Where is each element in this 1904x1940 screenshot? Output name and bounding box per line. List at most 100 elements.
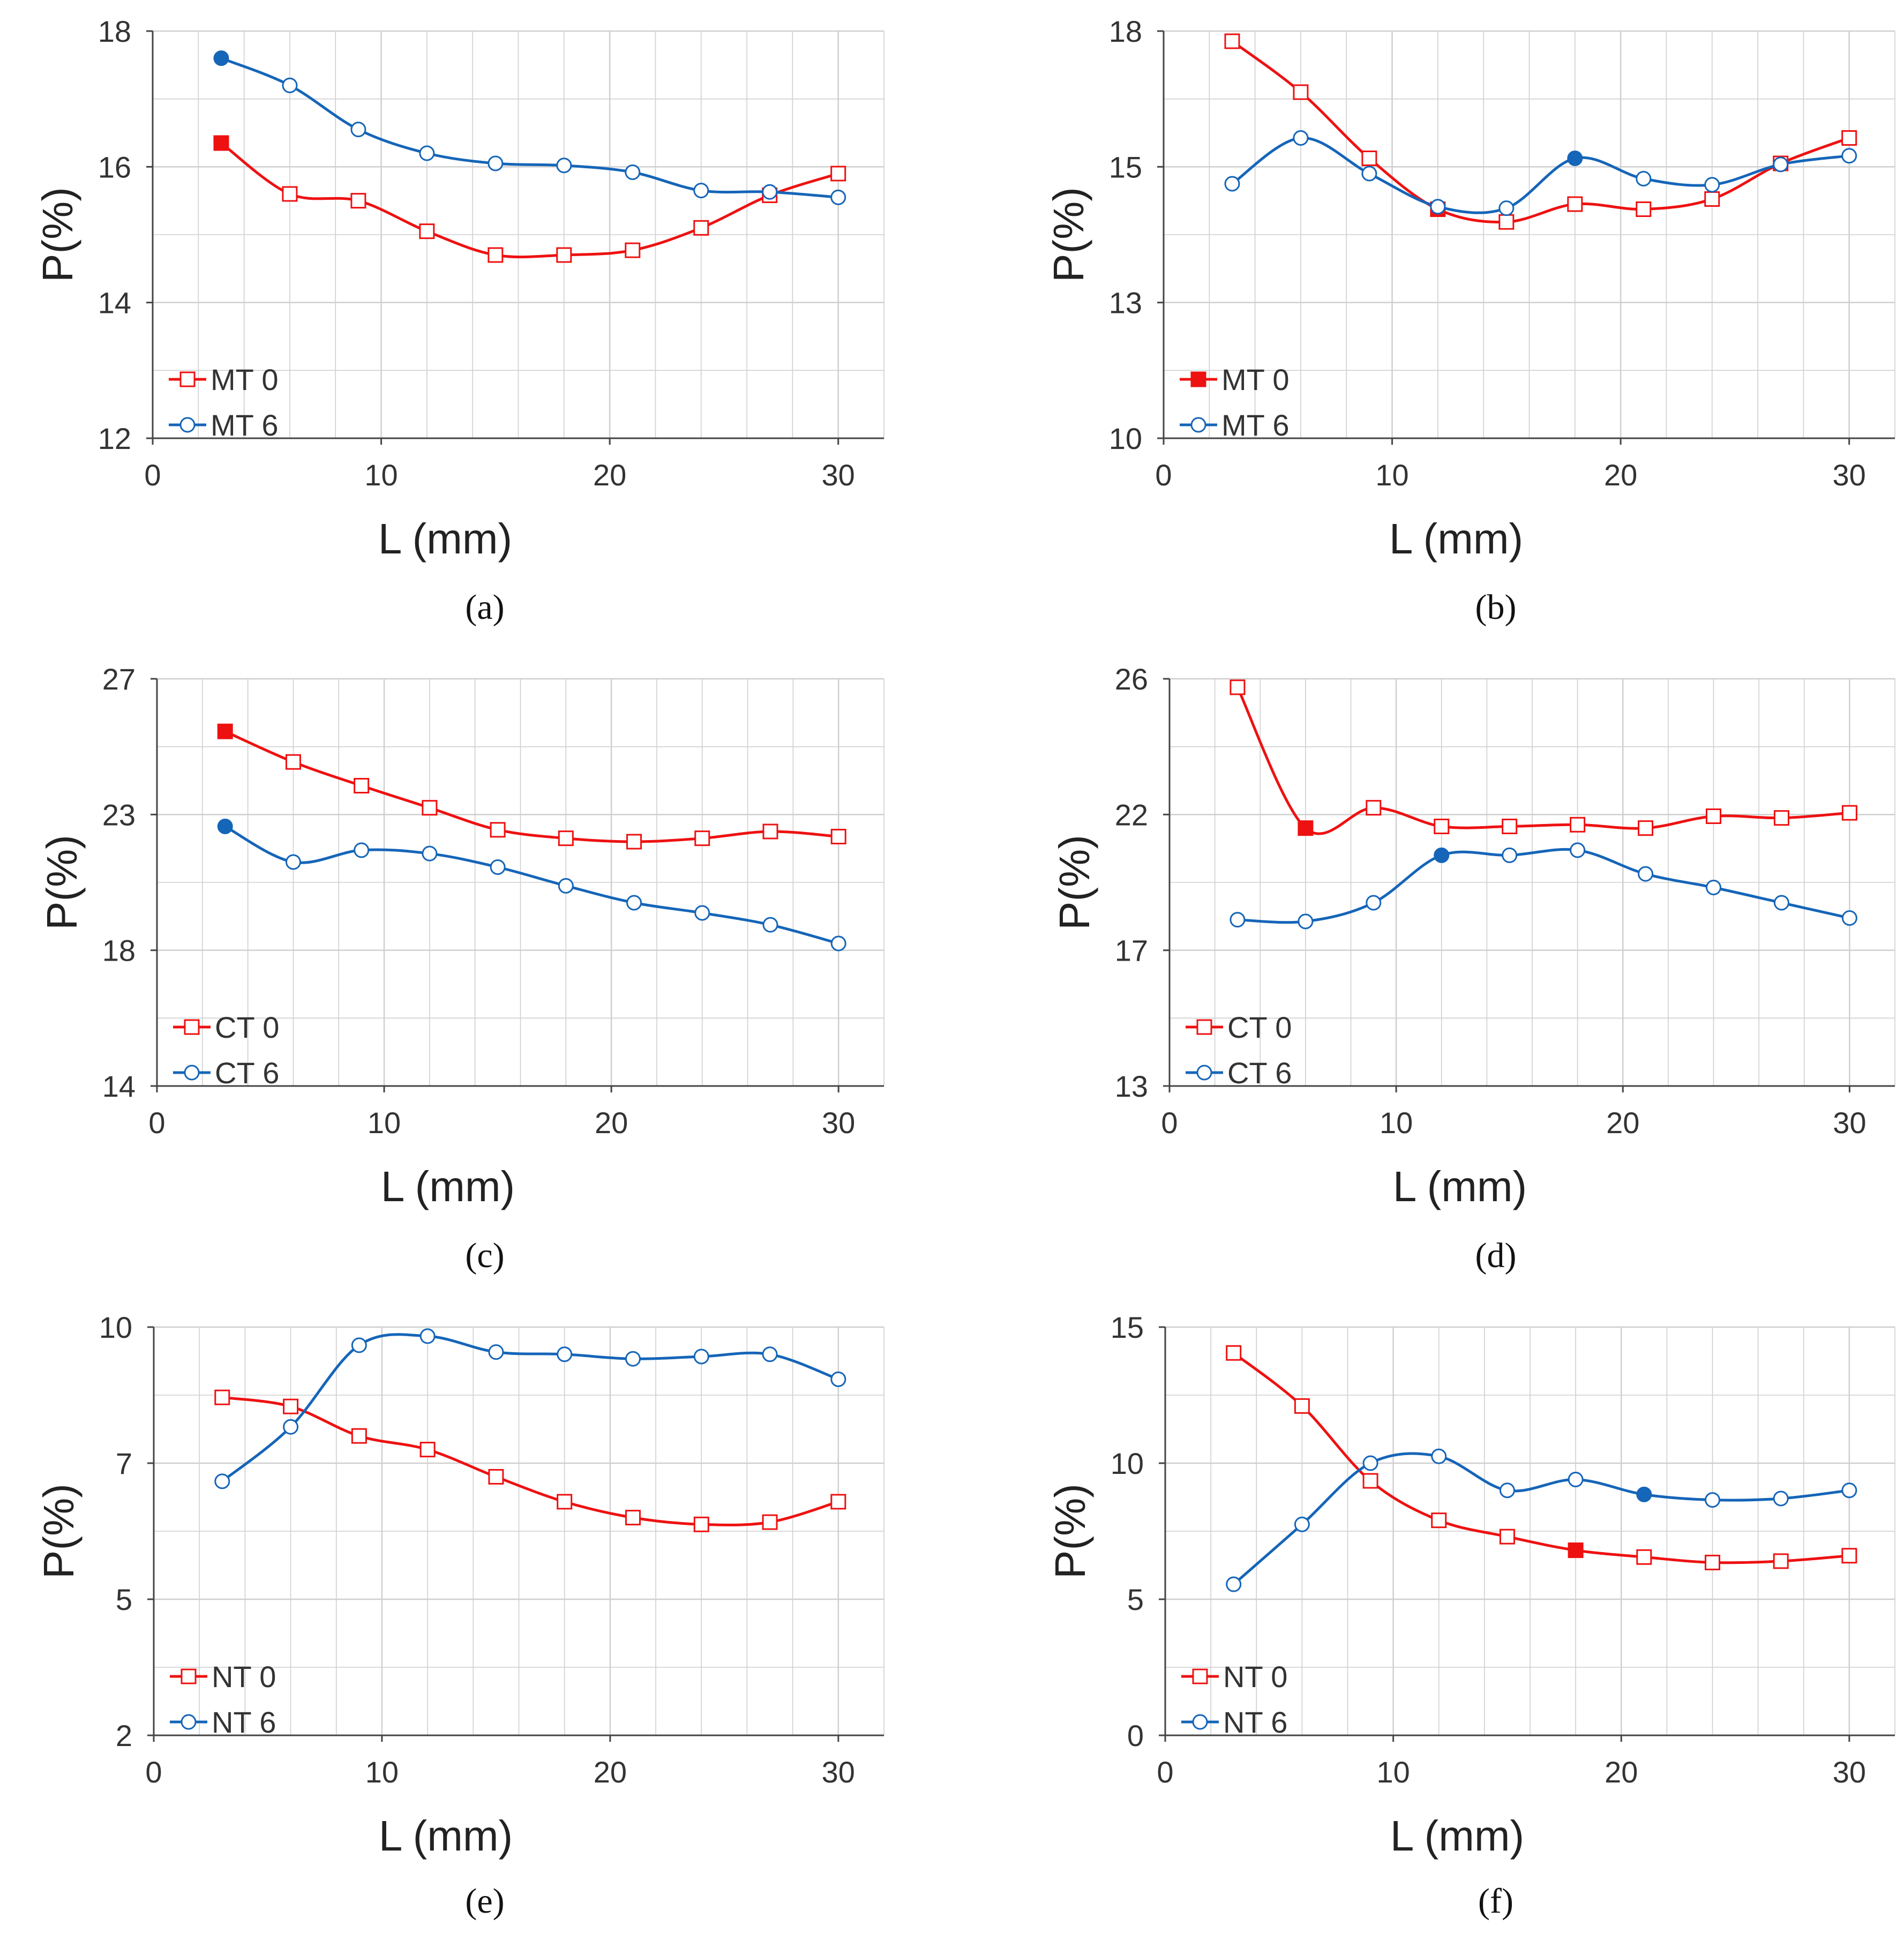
y-tick-label: 15: [1109, 150, 1142, 184]
x-tick-label: 20: [1605, 1755, 1638, 1789]
y-tick-label: 18: [102, 934, 136, 968]
y-axis-title: P(%): [34, 187, 81, 282]
series-line: [1232, 1351, 1851, 1564]
data-point: [1638, 866, 1654, 882]
data-point: [1298, 913, 1314, 930]
y-tick-label: 5: [1127, 1583, 1144, 1616]
y-tick-label: 0: [1127, 1719, 1144, 1752]
x-axis-title: L (mm): [378, 515, 512, 563]
series-line: [1236, 848, 1851, 924]
data-point: [1498, 200, 1515, 216]
data-point: [1499, 1529, 1515, 1545]
legend-entry: CT 6: [173, 1056, 279, 1090]
data-point: [422, 800, 438, 816]
legend-entry: NT 6: [1181, 1705, 1287, 1739]
series-line: [1232, 1452, 1851, 1586]
gridlines: [1170, 678, 1895, 1086]
series-line: [221, 1396, 840, 1526]
data-point: [1773, 1553, 1789, 1569]
chart-panel-b: 10 13 15 18 0 10 20 30 L (mm) P(%) MT 0 MT 6 (b): [1045, 14, 1895, 627]
data-point: [283, 1398, 299, 1414]
data-point: [1498, 214, 1515, 230]
data-point: [1773, 810, 1789, 826]
data-point: [285, 854, 301, 870]
x-axis-title: L (mm): [381, 1163, 515, 1210]
data-point: [1568, 1542, 1584, 1559]
series-line: [1231, 40, 1851, 224]
chart-panel-c: 14 18 23 27 0 10 20 30 L (mm) P(%) CT 0 CT 6 (c): [38, 662, 884, 1275]
legend-label: CT 0: [215, 1010, 279, 1044]
data-point: [830, 189, 846, 205]
data-point: [1502, 847, 1518, 863]
data-point: [1366, 800, 1382, 816]
data-point: [762, 184, 778, 200]
data-point: [419, 1328, 436, 1344]
legend-entry: NT 0: [170, 1660, 276, 1694]
y-tick-label: 18: [1109, 14, 1142, 48]
legend-marker: [181, 1668, 197, 1684]
data-point: [1773, 1490, 1789, 1507]
data-point: [1705, 1554, 1720, 1570]
series-mt-6: [1224, 130, 1857, 216]
data-point: [694, 905, 710, 921]
series-ct-0: [1230, 679, 1857, 836]
x-tick-label: 10: [1380, 1106, 1413, 1140]
x-tick-label: 10: [364, 458, 398, 492]
legend-marker: [181, 1714, 197, 1730]
legend-entry: MT 6: [169, 408, 279, 442]
y-tick-label: 18: [98, 14, 131, 48]
data-point: [490, 859, 506, 875]
data-point: [1638, 820, 1654, 836]
data-point: [488, 247, 504, 263]
gridlines: [157, 678, 884, 1086]
data-point: [488, 1469, 504, 1485]
gridlines: [154, 1326, 884, 1735]
y-tick-label: 10: [1111, 1447, 1144, 1480]
data-point: [1499, 1482, 1515, 1499]
gridlines: [153, 30, 884, 438]
data-point: [557, 1346, 573, 1362]
y-axis-title: P(%): [1051, 835, 1098, 930]
data-point: [1706, 880, 1721, 895]
data-point: [213, 50, 229, 66]
data-point: [1224, 33, 1240, 49]
data-point: [419, 1442, 436, 1458]
data-point: [625, 242, 641, 258]
y-tick-label: 5: [116, 1583, 132, 1616]
data-point: [830, 1494, 846, 1510]
legend-label: CT 6: [215, 1056, 279, 1090]
data-point: [354, 778, 370, 793]
series-line: [221, 1333, 840, 1483]
data-point: [1841, 148, 1857, 164]
x-axis-title: L (mm): [1390, 1812, 1524, 1860]
x-tick-label: 30: [822, 1755, 855, 1789]
data-point: [694, 830, 710, 847]
panel-caption: (d): [1475, 1236, 1517, 1275]
data-point: [830, 1371, 846, 1387]
data-point: [830, 829, 846, 844]
x-tick-label: 0: [145, 1755, 162, 1789]
x-tick-label: 0: [1161, 1106, 1178, 1140]
data-point: [1841, 910, 1857, 926]
legend-entry: MT 6: [1180, 408, 1290, 442]
y-axis-title: P(%): [38, 835, 86, 930]
x-axis-title: L (mm): [379, 1812, 513, 1860]
x-tick-label: 0: [144, 458, 161, 492]
data-point: [217, 819, 233, 834]
series-nt-6: [1226, 1448, 1857, 1592]
y-axis-title: P(%): [35, 1484, 83, 1579]
data-point: [1294, 1516, 1310, 1532]
data-point: [1361, 151, 1377, 166]
x-tick-label: 10: [365, 1755, 399, 1789]
legend-entry: NT 0: [1181, 1660, 1287, 1694]
data-point: [558, 830, 574, 847]
legend-entry: CT 6: [1186, 1056, 1292, 1090]
legend-label: MT 0: [1221, 363, 1290, 396]
y-tick-label: 17: [1115, 934, 1148, 968]
series-line: [220, 141, 840, 259]
data-point: [1434, 847, 1450, 863]
legend-marker: [1196, 1065, 1212, 1081]
y-tick-label: 26: [1115, 662, 1148, 696]
y-tick-label: 10: [1109, 422, 1142, 455]
x-axis-title: L (mm): [1393, 1163, 1527, 1210]
